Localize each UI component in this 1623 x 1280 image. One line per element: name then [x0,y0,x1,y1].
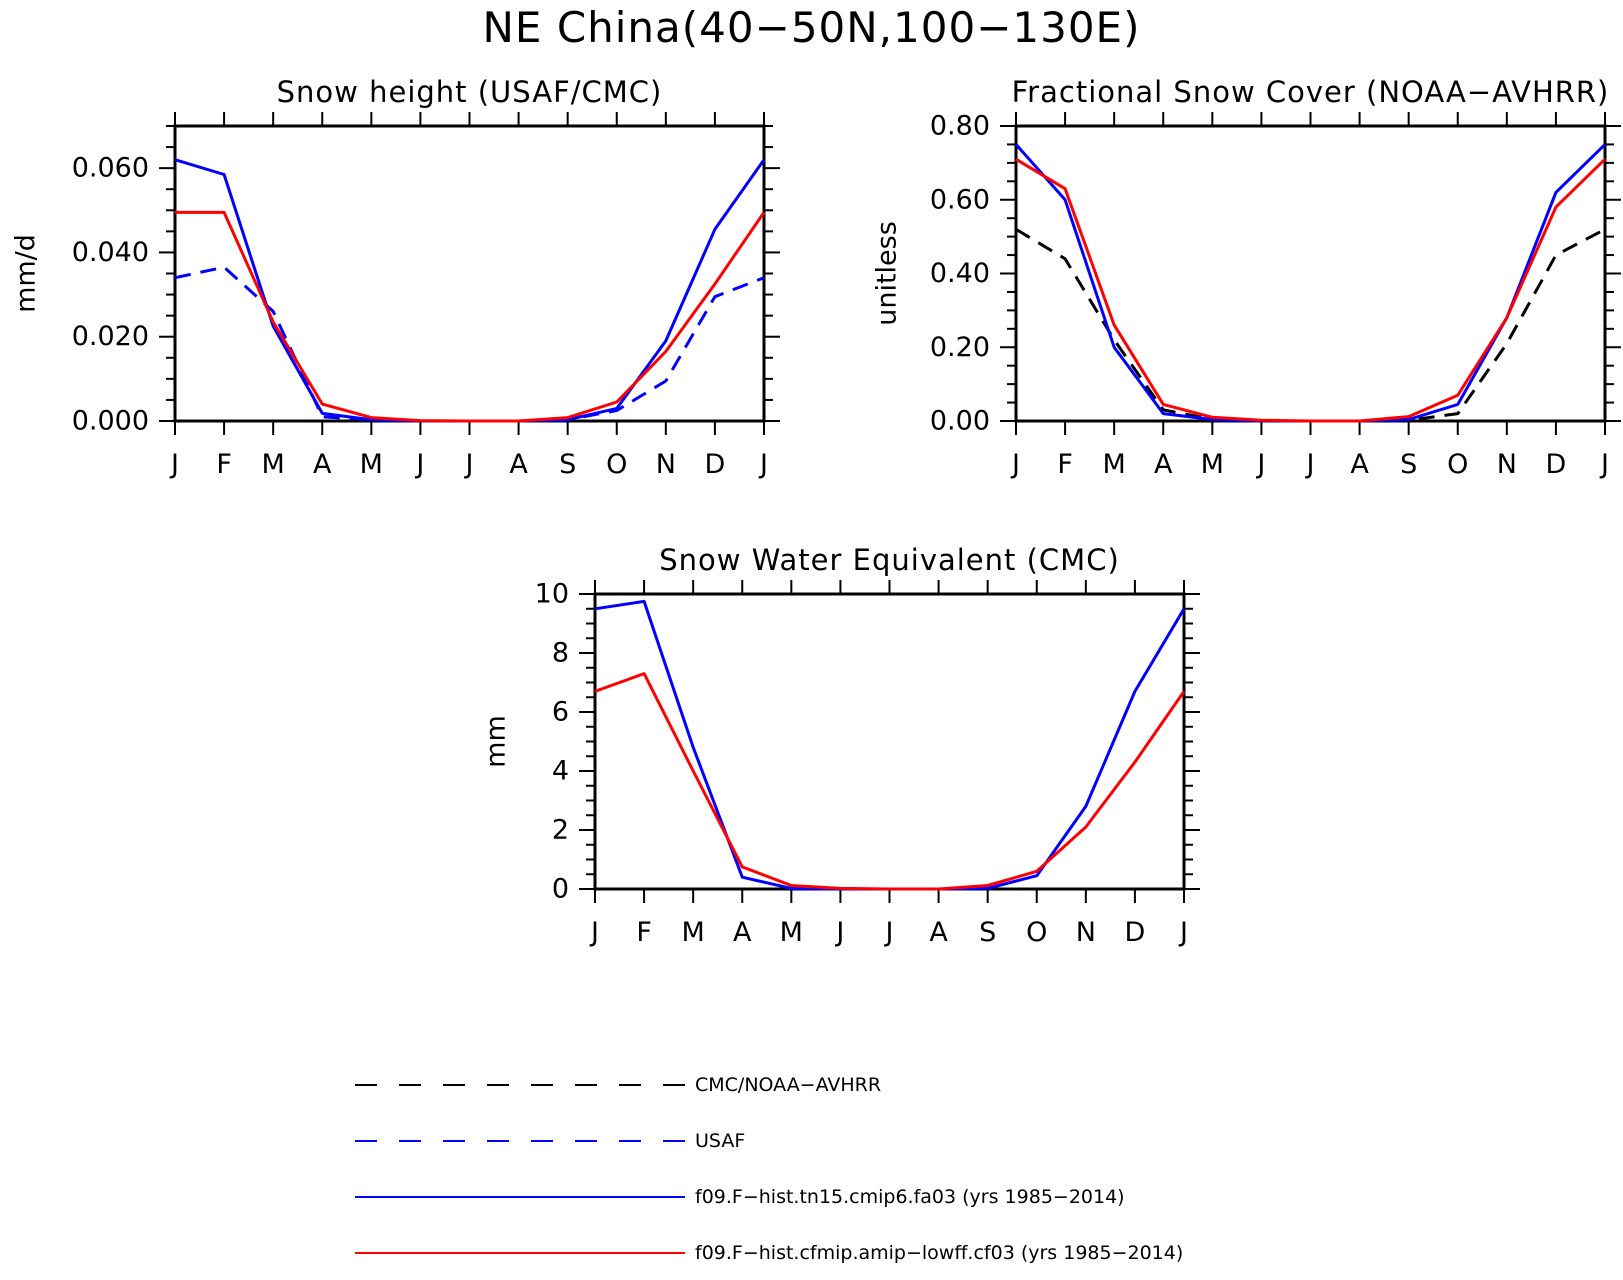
y-tick-label: 0.20 [930,332,990,363]
panel-title: Snow Water Equivalent (CMC) [659,543,1120,577]
legend-label-obs: CMC/NOAA−AVHRR [695,1074,882,1096]
figure-title: NE China(40−50N,100−130E) [482,3,1141,52]
x-tick-label: D [1546,449,1567,480]
legend-line-obs [355,1084,685,1086]
y-tick-label: 0.060 [72,153,149,184]
y-tick-label: 0.40 [930,258,990,289]
panel-title: Fractional Snow Cover (NOAA−AVHRR) [1012,75,1610,109]
series-line-tn15 [174,158,766,423]
x-tick-label: F [1057,449,1073,480]
x-tick-label: A [733,917,752,948]
x-tick-label: O [606,449,627,480]
legend-line-usaf [355,1140,685,1142]
x-tick-label: J [1305,449,1315,480]
x-tick-label: J [884,917,894,948]
x-tick-label: D [705,449,726,480]
y-tick-label: 0.040 [72,237,149,268]
x-tick-label: F [216,449,232,480]
x-tick-label: F [636,917,652,948]
x-tick-label: J [464,449,474,480]
x-tick-label: N [1497,449,1517,480]
x-tick-label: J [414,449,424,480]
legend-label-usaf: USAF [695,1130,746,1152]
series-line-cf03 [175,210,766,423]
x-tick-label: M [360,449,383,480]
y-axis-label: unitless [872,221,903,326]
y-tick-label: 2 [552,815,569,846]
series-line-cf03 [1015,157,1607,423]
x-tick-label: A [509,449,528,480]
x-tick-label: N [656,449,676,480]
legend-label-cf03: f09.F−hist.cfmip.amip−lowff.cf03 (yrs 19… [695,1242,1184,1264]
series-line-tn15 [1014,143,1607,423]
y-tick-label: 0.00 [930,406,990,437]
legend-entry-tn15: f09.F−hist.tn15.cmip6.fa03 (yrs 1985−201… [355,1182,1355,1212]
panel-snow-height: Snow height (USAF/CMC)mm/dJ F M A M J J A S O N D J0… [11,75,780,480]
y-tick-label: 0.80 [930,111,990,142]
x-tick-label: M [1201,449,1224,480]
series-line-usaf [174,265,765,423]
legend-label-tn15: f09.F−hist.tn15.cmip6.fa03 (yrs 1985−201… [695,1186,1125,1208]
x-tick-label: M [1103,449,1126,480]
x-tick-label: J [758,449,768,480]
panel-swe: Snow Water Equivalent (CMC)mmJ F M A M J J A S O N… [481,543,1200,948]
x-tick-label: N [1076,917,1096,948]
plot-frame [593,592,1186,891]
x-tick-label: M [682,917,705,948]
x-tick-label: S [979,917,996,948]
legend: CMC/NOAA−AVHRR USAF f09.F−hist.tn15.cmip… [355,1070,1355,1270]
chart-canvas: Snow height (USAF/CMC)mm/dJ F M A M J J A S O N D J0… [11,75,1621,948]
y-tick-label: 0.60 [930,184,990,215]
x-tick-label: O [1026,917,1047,948]
legend-line-tn15 [355,1196,685,1198]
x-tick-label: J [1010,449,1020,480]
legend-entry-obs: CMC/NOAA−AVHRR [355,1070,1355,1100]
x-tick-label: J [589,917,599,948]
plot-frame [173,124,766,423]
x-tick-label: A [929,917,948,948]
legend-line-cf03 [355,1252,685,1254]
x-tick-label: A [1154,449,1173,480]
y-tick-label: 0 [552,874,569,905]
x-tick-label: S [559,449,576,480]
x-tick-label: S [1400,449,1417,480]
x-tick-label: A [313,449,332,480]
x-tick-label: J [834,917,844,948]
x-tick-label: J [169,449,179,480]
x-tick-label: A [1350,449,1369,480]
x-tick-label: O [1447,449,1468,480]
y-tick-label: 8 [552,638,569,669]
plot-frame [1014,124,1607,423]
panel-snow-cover: Fractional Snow Cover (NOAA−AVHRR) unitle… [872,75,1621,480]
series-line-tn15 [594,599,1186,891]
y-tick-label: 0.000 [72,406,149,437]
x-tick-label: M [780,917,803,948]
y-tick-label: 6 [552,697,569,728]
series-line-cf03 [594,672,1186,891]
legend-entry-cf03: f09.F−hist.cfmip.amip−lowff.cf03 (yrs 19… [355,1238,1355,1268]
y-tick-label: 0.020 [72,321,149,352]
series-line-obs [1015,227,1606,423]
y-axis-label: mm/d [11,234,42,313]
x-tick-label: J [1599,449,1609,480]
y-tick-label: 10 [535,579,569,610]
x-tick-label: D [1125,917,1146,948]
x-tick-label: J [1178,917,1188,948]
panel-title: Snow height (USAF/CMC) [277,75,663,109]
x-tick-label: M [262,449,285,480]
legend-entry-usaf: USAF [355,1126,1355,1156]
y-axis-label: mm [481,715,512,768]
x-tick-label: J [1255,449,1265,480]
y-tick-label: 4 [552,756,569,787]
